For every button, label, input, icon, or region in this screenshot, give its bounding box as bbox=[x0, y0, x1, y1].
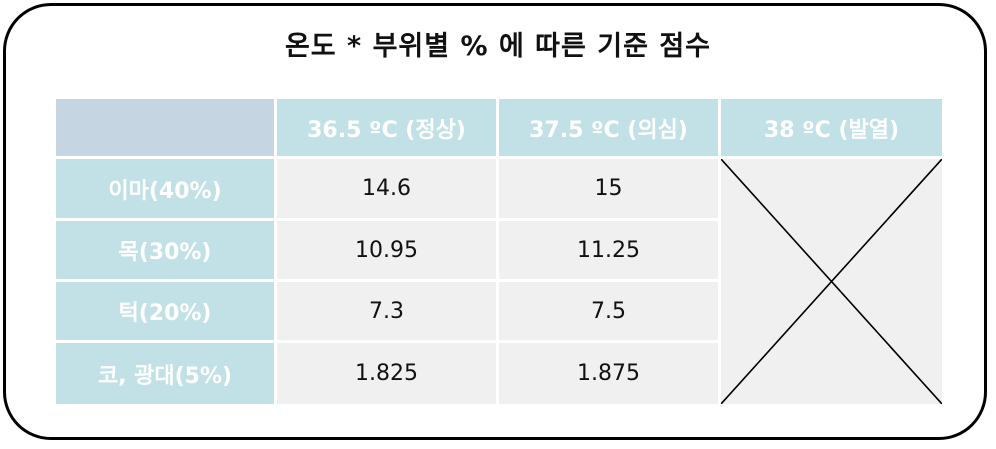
row-header-forehead: 이마(40%) bbox=[56, 159, 274, 218]
row-header-nose-cheek: 코, 광대(5%) bbox=[56, 343, 274, 404]
column-header-suspect: 37.5 ºC (의심) bbox=[499, 99, 718, 156]
corner-header-cell bbox=[56, 99, 274, 156]
page-title: 온도 * 부위별 % 에 따른 기준 점수 bbox=[284, 31, 712, 62]
value-chin-suspect: 7.5 bbox=[499, 282, 718, 340]
value-chin-normal: 7.3 bbox=[277, 282, 496, 340]
column-header-normal: 36.5 ºC (정상) bbox=[277, 99, 496, 156]
value-forehead-normal: 14.6 bbox=[277, 159, 496, 218]
score-table: 36.5 ºC (정상) 37.5 ºC (의심) 38 ºC (발열) 이마(… bbox=[56, 99, 942, 404]
value-nose-cheek-normal: 1.825 bbox=[277, 343, 496, 404]
cross-mark-icon bbox=[721, 159, 942, 404]
value-forehead-suspect: 15 bbox=[499, 159, 718, 218]
value-neck-normal: 10.95 bbox=[277, 221, 496, 279]
value-nose-cheek-suspect: 1.875 bbox=[499, 343, 718, 404]
fever-not-applicable-cell bbox=[721, 159, 942, 404]
value-neck-suspect: 11.25 bbox=[499, 221, 718, 279]
row-header-chin: 턱(20%) bbox=[56, 282, 274, 340]
column-header-fever: 38 ºC (발열) bbox=[721, 99, 942, 156]
row-header-neck: 목(30%) bbox=[56, 221, 274, 279]
